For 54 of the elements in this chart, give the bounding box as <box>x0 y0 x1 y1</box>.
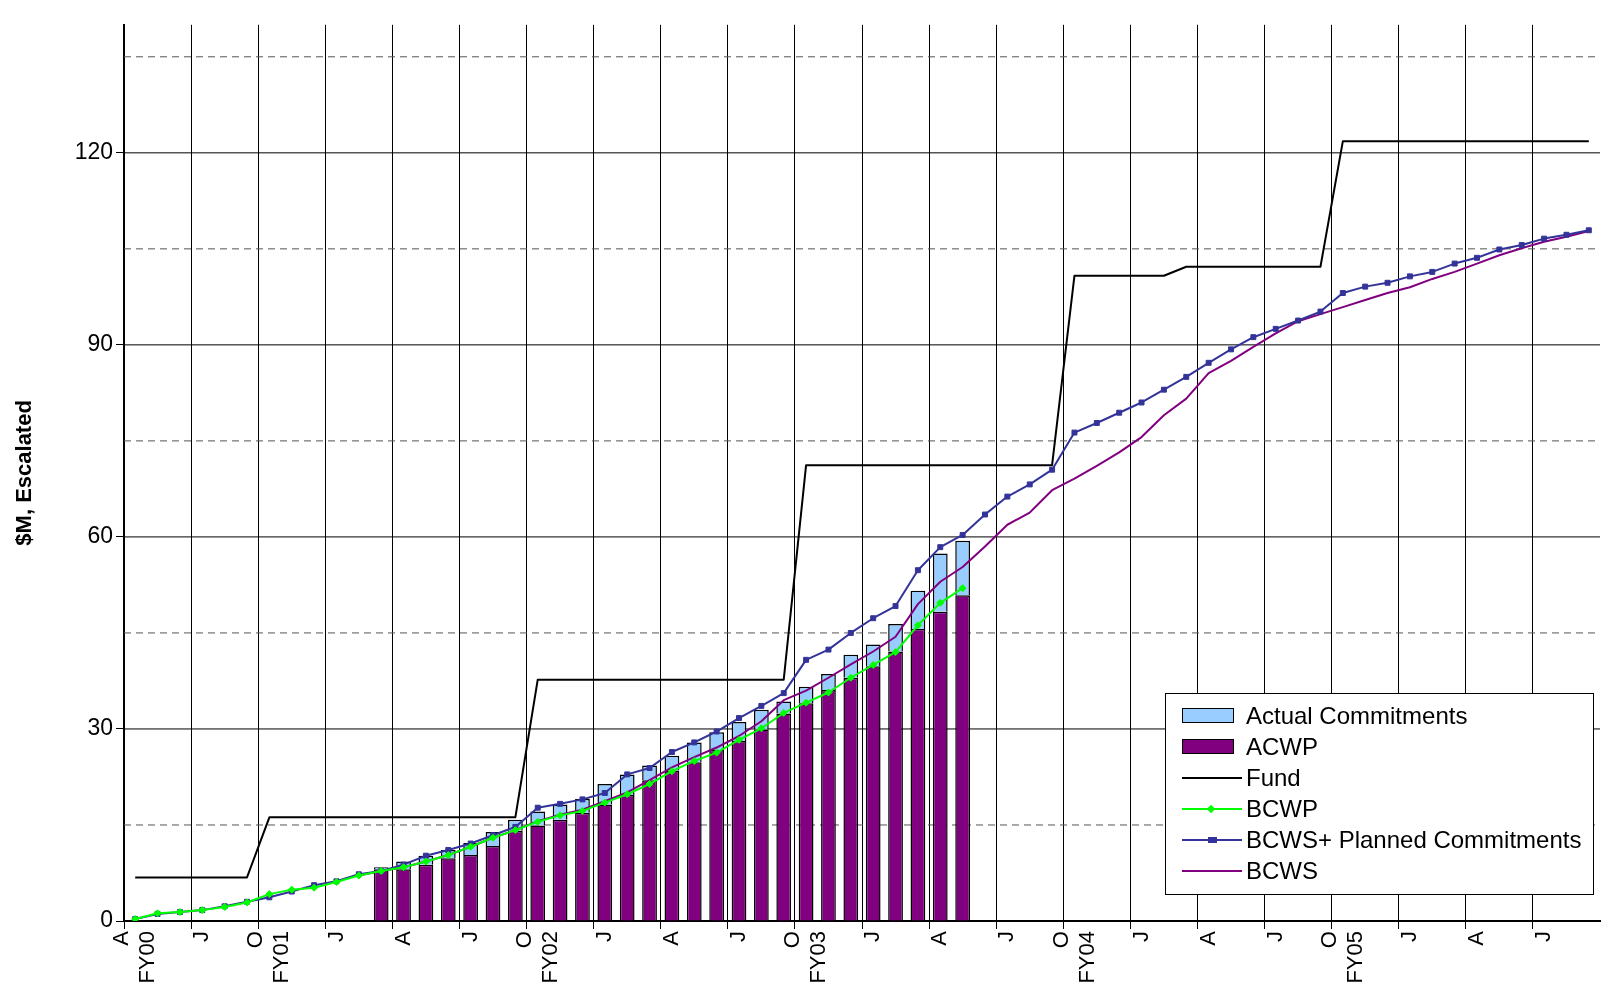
x-tick-label: J <box>1261 931 1287 942</box>
point <box>824 688 833 697</box>
point <box>936 598 945 607</box>
y-axis-title: $M, Escalated <box>11 400 37 546</box>
point <box>757 724 766 733</box>
point <box>511 826 520 835</box>
x-tick-label: J <box>1395 931 1421 942</box>
x-tick-label: J <box>322 931 348 942</box>
legend-label: ACWP <box>1246 732 1318 761</box>
point <box>846 673 855 682</box>
x-tick-label: J <box>1530 931 1556 942</box>
x-tick-label: A <box>389 930 415 946</box>
x-tick-label: A <box>657 930 683 946</box>
x-tick-label: J <box>725 931 751 942</box>
legend-label: BCWS <box>1246 856 1318 885</box>
point <box>869 660 878 669</box>
y-tick-label: 30 <box>87 714 113 741</box>
point <box>779 708 788 717</box>
x-tick-label: J <box>859 931 885 942</box>
x-tick-label: O FY02 <box>510 931 562 984</box>
point <box>667 767 676 776</box>
point <box>891 648 900 657</box>
x-tick-label: A <box>1194 930 1220 946</box>
x-tick-label: A FY00 <box>108 930 160 984</box>
x-tick-label: O FY04 <box>1047 931 1099 984</box>
point <box>802 698 811 707</box>
y-tick-label: 0 <box>100 906 113 933</box>
legend-label: BCWS+ Planned Commitments <box>1246 825 1582 854</box>
point <box>690 756 699 765</box>
y-tick-label: 90 <box>87 330 113 357</box>
y-tick-label: 120 <box>74 138 113 165</box>
point <box>735 735 743 744</box>
point <box>623 790 632 799</box>
legend-label: BCWP <box>1246 794 1318 823</box>
x-tick-label: O FY03 <box>779 931 831 984</box>
x-tick-label: A <box>926 930 952 946</box>
x-tick-label: J <box>590 931 616 942</box>
x-tick-label: O FY05 <box>1315 931 1367 984</box>
point <box>913 621 922 630</box>
point <box>712 748 721 757</box>
x-tick-label: J <box>1127 931 1153 942</box>
point <box>958 584 967 593</box>
legend-label: Actual Commitments <box>1246 701 1468 730</box>
point <box>265 890 274 899</box>
point <box>578 806 587 815</box>
x-tick-label: A <box>1463 930 1489 946</box>
legend-label: Fund <box>1246 763 1301 792</box>
x-tick-label: O FY01 <box>242 931 294 984</box>
x-tick-label: J <box>188 931 214 942</box>
point <box>645 780 654 789</box>
x-tick-label: J <box>456 931 482 942</box>
x-tick-label: J <box>993 931 1019 942</box>
point <box>600 798 609 807</box>
y-tick-label: 60 <box>87 522 113 549</box>
